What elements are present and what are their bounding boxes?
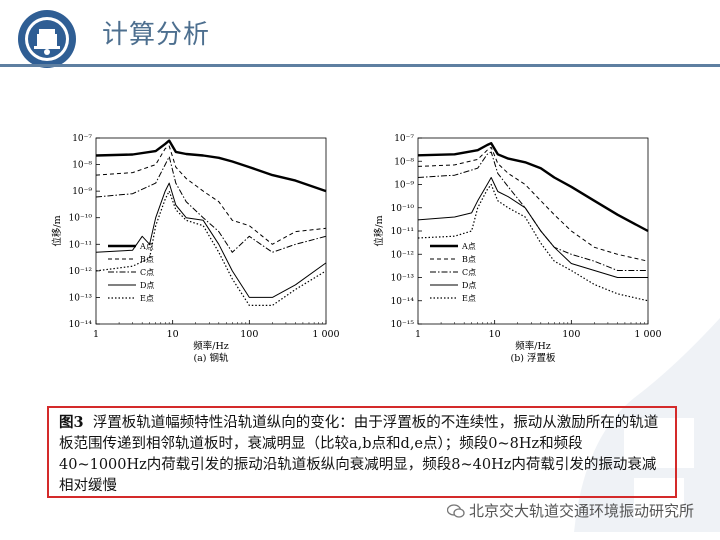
legend-label: E点 [140,294,154,303]
wechat-icon [446,504,465,518]
chart-a-svg: 1 10 100 1 000 10⁻¹⁴ 10⁻¹³ 10⁻¹² 10⁻¹¹ 10⁻¹⁰ 10⁻⁹… [51,134,340,364]
y-tick-label: 10⁻¹⁰ [391,204,415,214]
x-tick-label: 1 [415,329,421,340]
series-line-4 [417,177,648,278]
series-line-5 [417,183,649,302]
y-tick-label: 10⁻⁸ [72,161,92,171]
y-tick-label: 10⁻¹³ [69,293,93,303]
series-line-1 [95,139,327,193]
y-tick-label: 10⁻¹⁵ [391,320,415,330]
x-tick-label: 10 [489,329,501,340]
series-line-2 [417,146,649,262]
legend-label: A点 [461,242,476,251]
caption-text: 浮置板轨道幅频特性沿轨道纵向的变化：由于浮置板的不连续性，振动从激励所在的轨道板… [59,415,659,494]
y-axis-label: 位移/m [51,215,63,246]
y-tick-label: 10⁻⁷ [72,134,92,144]
x-axis-label: 频率/Hz [515,340,551,352]
series-line-1 [417,141,649,233]
legend-label: D点 [462,281,476,290]
x-tick-label: 100 [240,329,258,340]
x-axis-label: 频率/Hz [193,340,229,352]
legend-label: C点 [462,268,476,277]
y-tick-label: 10⁻¹⁴ [69,320,93,330]
y-tick-label: 10⁻⁹ [72,187,92,197]
series-line-3 [417,151,648,271]
legend-label: A点 [139,242,154,251]
chart-subtitle: (a) 钢轨 [193,352,229,364]
caption-label: 图3 [59,414,84,431]
y-tick-label: 10⁻¹¹ [69,240,92,250]
y-tick-label: 10⁻¹³ [391,274,415,284]
y-tick-label: 10⁻¹² [69,267,93,277]
series-line-4 [95,182,327,298]
legend-label: E点 [462,294,476,303]
x-tick-label: 1 000 [312,329,339,340]
x-tick-label: 1 [93,329,99,340]
header-divider [0,64,720,67]
footer-text: 北京交大轨道交通环境振动研究所 [468,502,694,520]
y-axis-label: 位移/m [373,215,385,246]
legend-label: D点 [140,281,154,290]
y-tick-label: 10⁻⁸ [394,157,414,167]
series-line-5 [95,190,327,306]
footer-source: 北京交大轨道交通环境振动研究所 [446,500,694,521]
chart-subtitle: (b) 浮置板 [510,352,556,364]
y-tick-label: 10⁻⁷ [394,134,414,144]
page-title: 计算分析 [102,20,211,50]
y-tick-label: 10⁻¹² [391,250,415,260]
legend-label: B点 [462,255,476,264]
chart-a: 1 10 100 1 000 10⁻¹⁴ 10⁻¹³ 10⁻¹² 10⁻¹¹ 10⁻¹⁰ 10⁻⁹… [50,128,340,372]
y-tick-label: 10⁻¹⁰ [69,214,93,224]
series-line-3 [95,156,327,253]
plot-frame [95,137,327,325]
watermark-graphic [574,318,720,532]
chart-b: 1 10 100 1 000 10⁻¹⁵ 10⁻¹⁴ 10⁻¹³ 10⁻¹² 10⁻¹¹ 10⁻¹… [372,128,662,372]
y-tick-label: 10⁻⁹ [394,181,414,191]
figure-caption: 图3 浮置板轨道幅频特性沿轨道纵向的变化：由于浮置板的不连续性，振动从激励所在的… [47,406,677,498]
chart-b-svg: 1 10 100 1 000 10⁻¹⁵ 10⁻¹⁴ 10⁻¹³ 10⁻¹² 10⁻¹¹ 10⁻¹… [373,134,662,364]
x-tick-label: 100 [562,329,580,340]
legend-label: C点 [140,268,154,277]
y-tick-label: 10⁻¹¹ [391,227,414,237]
series-line-2 [95,145,327,245]
university-logo [18,10,76,68]
y-tick-label: 10⁻¹⁴ [391,297,415,307]
x-tick-label: 1 000 [634,329,661,340]
x-tick-label: 10 [167,329,179,340]
